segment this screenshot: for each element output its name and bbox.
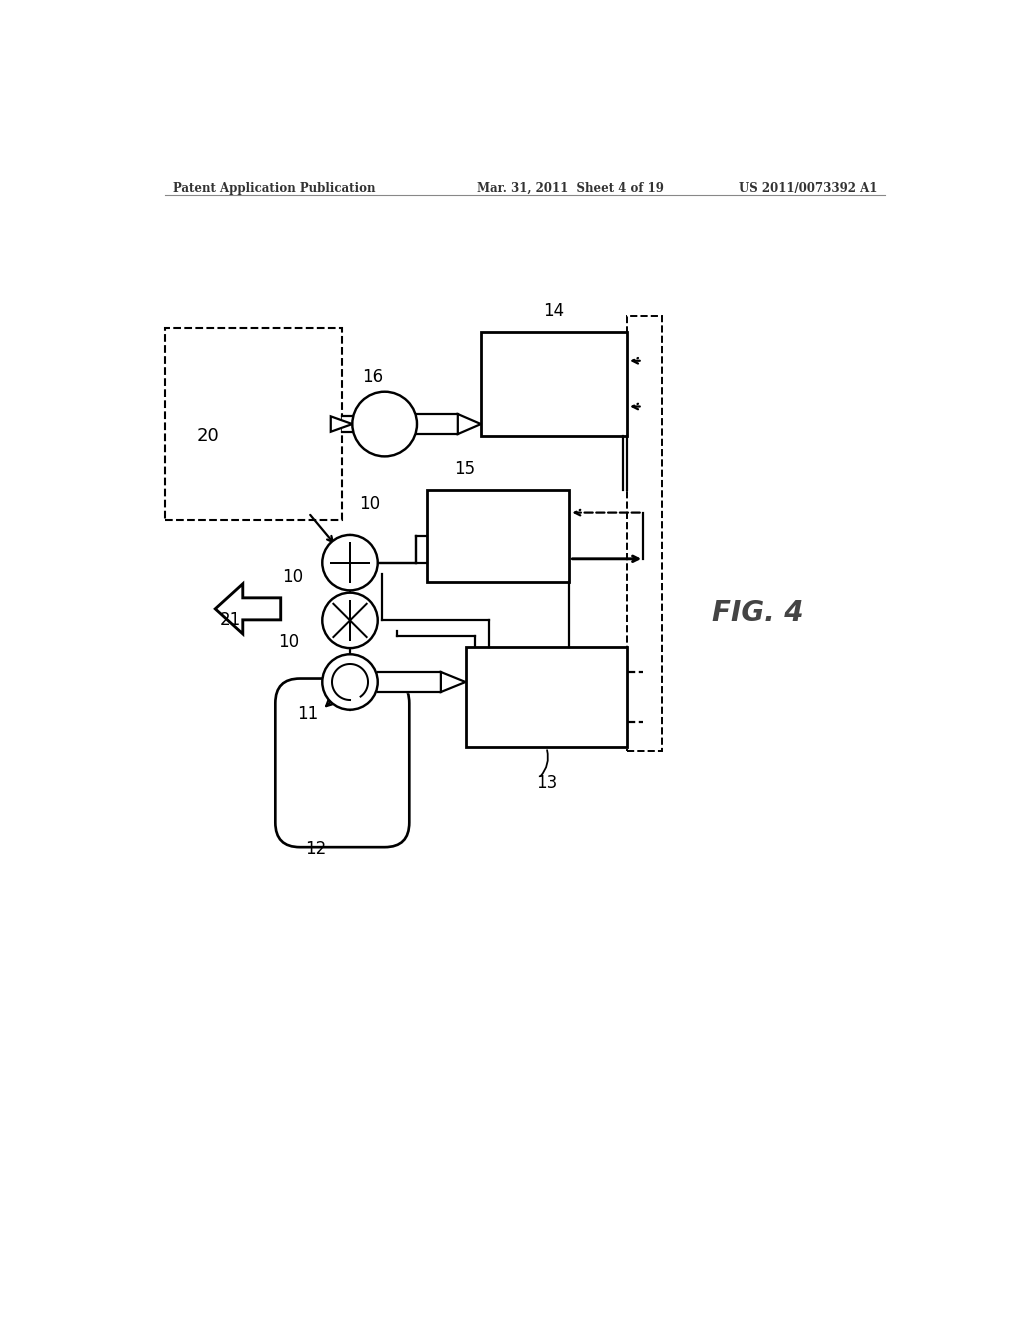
Text: 11: 11	[297, 705, 318, 723]
Circle shape	[323, 593, 378, 648]
Circle shape	[323, 655, 378, 710]
Polygon shape	[458, 414, 481, 434]
Text: 14: 14	[544, 302, 564, 321]
Text: Patent Application Publication: Patent Application Publication	[173, 182, 376, 194]
Bar	[165, 327, 342, 520]
Text: 21: 21	[220, 611, 242, 630]
Text: Mar. 31, 2011  Sheet 4 of 19: Mar. 31, 2011 Sheet 4 of 19	[477, 182, 664, 194]
Polygon shape	[331, 416, 352, 432]
Polygon shape	[215, 583, 281, 634]
Text: US 2011/0073392 A1: US 2011/0073392 A1	[739, 182, 878, 194]
Text: 20: 20	[197, 426, 219, 445]
Bar	[628, 317, 662, 751]
Text: FIG. 4: FIG. 4	[713, 599, 804, 627]
Text: 12: 12	[305, 840, 326, 858]
Text: 10: 10	[278, 634, 299, 651]
Text: 16: 16	[362, 367, 384, 385]
Circle shape	[352, 392, 417, 457]
Bar	[481, 331, 628, 436]
FancyBboxPatch shape	[275, 678, 410, 847]
Text: 10: 10	[282, 568, 303, 586]
Bar	[466, 647, 628, 747]
Text: 15: 15	[454, 459, 475, 478]
Bar	[427, 490, 569, 582]
Polygon shape	[441, 672, 466, 692]
Text: 13: 13	[536, 775, 557, 792]
Text: 10: 10	[358, 495, 380, 512]
Circle shape	[323, 535, 378, 590]
